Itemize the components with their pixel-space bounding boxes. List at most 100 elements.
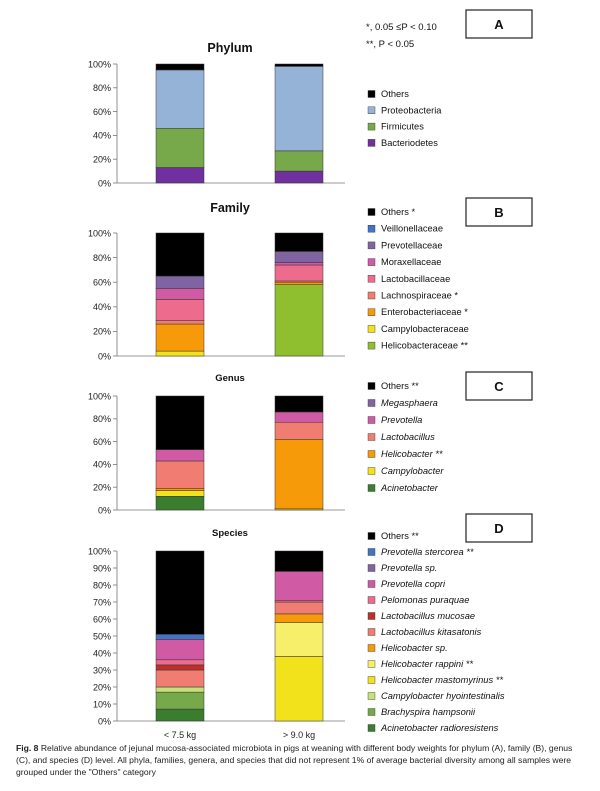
bar-segment-helicobacter-sp-2 [274, 613, 324, 623]
bar-segment-lactobacillus-kitasatonis-1 [155, 669, 205, 688]
y-tick-label: 0% [98, 716, 111, 726]
bar-segment-lactobacillus-mucosae-1 [155, 664, 205, 671]
panel-label-box [465, 513, 533, 543]
legend-swatch [367, 612, 376, 620]
bar-segment-pelomonas-puraquae-2 [274, 600, 324, 603]
bar-segment-others-2 [274, 395, 324, 413]
legend-label: Helicobacter mastomyrinus ** [381, 675, 503, 685]
y-tick-label: 20% [93, 155, 111, 165]
panel-label: D [494, 521, 503, 536]
legend-swatch [367, 90, 376, 98]
bar-segment-helicobacter-1 [155, 488, 205, 491]
bar-segment-acinetobacter-radioresistens-1 [155, 708, 205, 722]
caption-text: Relative abundance of jejunal mucosa-ass… [16, 743, 573, 777]
bar-segment-enterobacteriaceae-2 [274, 281, 324, 285]
bar-segment-bacteriodetes-1 [155, 167, 205, 184]
y-tick-label: 30% [93, 665, 111, 675]
bar-segment-prevotella-copri-2 [274, 571, 324, 601]
x-tick-label: < 7.5 kg [164, 730, 196, 740]
y-tick-label: 60% [93, 107, 111, 117]
y-tick-label: 100% [88, 59, 111, 69]
bar-segment-lactobacillus-1 [155, 460, 205, 489]
y-tick-label: 40% [93, 460, 111, 470]
bar-segment-helicobacter-mastomyrinus-2 [274, 656, 324, 722]
legend-swatch [367, 208, 376, 216]
y-tick-label: 50% [93, 631, 111, 641]
y-tick-label: 20% [93, 682, 111, 692]
y-tick-label: 80% [93, 83, 111, 93]
bar-segment-moraxellaceae-2 [274, 262, 324, 266]
legend-swatch [367, 325, 376, 333]
significance-note-2: **, P < 0.05 [366, 39, 414, 50]
x-tick-label: > 9.0 kg [283, 730, 315, 740]
legend-label: Proteobacteria [381, 105, 442, 115]
bar-segment-campylobacter-hyointestinalis-1 [155, 686, 205, 693]
bar-segment-prevotella-copri-1 [155, 639, 205, 661]
y-tick-label: 60% [93, 614, 111, 624]
legend-label: Helicobacter sp. [381, 643, 448, 653]
y-tick-label: 100% [88, 391, 111, 401]
y-tick-label: 0% [98, 505, 111, 515]
legend-swatch [367, 692, 376, 700]
bar-segment-brachyspira-hampsonii-1 [155, 691, 205, 710]
y-tick-label: 20% [93, 483, 111, 493]
bar-segment-others-1 [155, 63, 205, 71]
y-tick-label: 60% [93, 278, 111, 288]
chart-panel-b: B Family 0% 20% 40% 60% 80% 100% Others * Veillon… [88, 197, 533, 361]
bar-segment-acinetobacter-1 [155, 496, 205, 511]
y-tick-label: 10% [93, 699, 111, 709]
bar-segment-prevotella-2 [274, 411, 324, 423]
panel-label: C [494, 379, 504, 394]
bar-segment-prevotella-stercorea-1 [155, 634, 205, 640]
legend-swatch [367, 308, 376, 316]
bar-segment-lactobacillaceae-2 [274, 264, 324, 282]
legend-label: Others [381, 89, 409, 99]
chart-panel-d: D Species 0% 10% 20% 30% 40% 50% 60% 70% 80% 90% 100… [88, 513, 533, 740]
panel-label-box [465, 197, 533, 227]
bar-segment-others-1 [155, 395, 205, 450]
y-tick-label: 90% [93, 563, 111, 573]
bar-segment-prevotella-1 [155, 449, 205, 462]
legend-swatch [367, 628, 376, 636]
bar-segment-prevotellaceae-2 [274, 251, 324, 263]
legend-label: Helicobacter rappini ** [381, 659, 473, 669]
y-tick-label: 80% [93, 414, 111, 424]
figure-canvas: *, 0.05 ≤P < 0.10 **, P < 0.05 A Phylum 0%… [88, 9, 533, 740]
y-tick-label: 70% [93, 597, 111, 607]
figure-caption: Fig. 8 Relative abundance of jejunal muc… [16, 742, 586, 778]
y-tick-label: 40% [93, 131, 111, 141]
bar-segment-proteobacteria-2 [274, 66, 324, 152]
panel-label-box [465, 9, 533, 39]
bar-segment-campylobacter-1 [155, 490, 205, 497]
bar-segment-bacteriodetes-2 [274, 170, 324, 184]
legend-label: Others ** [381, 381, 419, 391]
legend-label: Campylobacteraceae [381, 324, 469, 334]
bar-segment-helicobacter-2 [274, 439, 324, 510]
legend-swatch [367, 548, 376, 556]
bar-segment-proteobacteria-1 [155, 69, 205, 129]
panel-label: A [494, 17, 504, 32]
legend-label: Prevotella sp. [381, 563, 437, 573]
legend-swatch [367, 106, 376, 115]
legend-label: Veillonellaceae [381, 224, 443, 234]
legend-swatch [367, 564, 376, 572]
legend-swatch [367, 275, 376, 283]
chart-title: Genus [215, 373, 245, 384]
bar-segment-others-2 [274, 550, 324, 572]
bar-segment-helicobacter-rappini-2 [274, 622, 324, 657]
y-tick-label: 100% [88, 546, 111, 556]
legend-label: Firmicutes [381, 122, 424, 132]
y-tick-label: 40% [93, 648, 111, 658]
legend-label: Brachyspira hampsonii [381, 707, 476, 717]
legend-label: Pelomonas puraquae [381, 595, 469, 605]
legend-swatch [367, 122, 376, 131]
y-tick-label: 0% [98, 351, 111, 361]
legend-label: Prevotella stercorea ** [381, 547, 474, 557]
legend-swatch [367, 580, 376, 588]
caption-label: Fig. 8 [16, 743, 39, 753]
y-tick-label: 100% [88, 228, 111, 238]
legend-label: Others * [381, 207, 415, 217]
bar-segment-lactobacillus-2 [274, 421, 324, 440]
legend-swatch [367, 382, 376, 390]
bar-segment-firmicutes-1 [155, 128, 205, 168]
